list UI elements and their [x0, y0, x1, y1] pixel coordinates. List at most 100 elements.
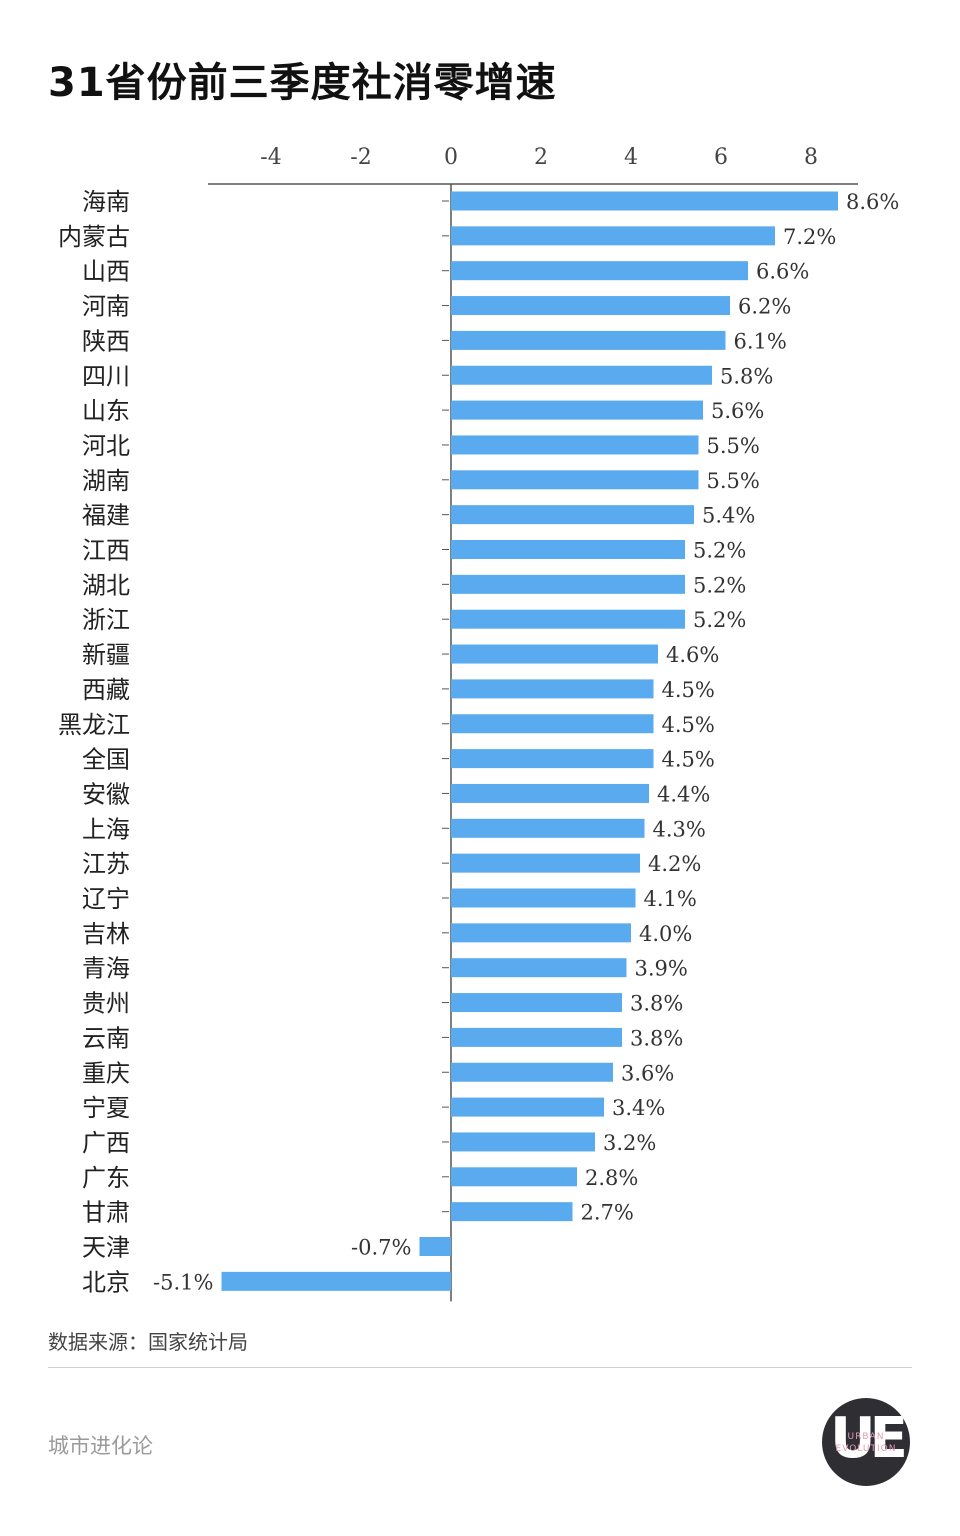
bar — [451, 958, 627, 978]
data-label: 4.2% — [648, 852, 701, 876]
data-label: 4.5% — [662, 713, 715, 737]
data-label: 5.4% — [702, 504, 755, 528]
brand-logo: UE URBAN EVOLUTION — [822, 1398, 910, 1486]
bar — [451, 574, 685, 594]
data-label: 4.4% — [657, 782, 710, 806]
bar — [451, 330, 726, 350]
category-label: 安徽 — [82, 780, 130, 808]
bar — [419, 1237, 451, 1256]
category-label: 江西 — [82, 537, 130, 565]
bar — [451, 400, 703, 420]
category-label: 广西 — [82, 1129, 130, 1157]
category-label: 福建 — [82, 502, 130, 530]
bar — [221, 1271, 451, 1291]
bar — [451, 540, 685, 559]
category-label: 黑龙江 — [58, 711, 130, 739]
x-tick-label: 0 — [444, 145, 458, 170]
data-label: 4.1% — [644, 887, 697, 911]
data-label: 3.2% — [603, 1131, 656, 1155]
category-label: 江苏 — [82, 850, 130, 878]
bar — [451, 679, 654, 699]
bar — [451, 749, 654, 769]
bar — [451, 644, 658, 664]
bar — [451, 470, 699, 490]
category-label: 海南 — [82, 188, 130, 216]
data-label: 5.2% — [693, 608, 746, 632]
bar — [451, 853, 640, 873]
logo-mark: UE — [830, 1406, 908, 1471]
data-label: 4.3% — [653, 817, 706, 841]
category-label: 云南 — [82, 1024, 130, 1052]
category-label: 西藏 — [82, 676, 130, 704]
data-label: 5.5% — [707, 469, 760, 493]
source-note: 数据来源：国家统计局 — [48, 1330, 248, 1354]
bar — [451, 609, 685, 629]
bar — [451, 1097, 604, 1117]
category-label: 天津 — [82, 1234, 130, 1262]
bar — [451, 993, 622, 1013]
data-label: 5.5% — [707, 434, 760, 458]
x-tick-label: 6 — [714, 145, 728, 170]
brand-name: 城市进化论 — [48, 1434, 153, 1458]
x-tick-label: 2 — [534, 145, 548, 170]
data-label: 2.7% — [581, 1201, 634, 1225]
bar — [451, 1027, 622, 1047]
category-label: 全国 — [82, 746, 130, 774]
category-labels: 海南内蒙古山西河南陕西四川山东河北湖南福建江西湖北浙江新疆西藏黑龙江全国安徽上海… — [58, 188, 130, 1296]
data-label: 6.6% — [756, 260, 809, 284]
bar — [451, 226, 775, 246]
data-label: 5.2% — [693, 573, 746, 597]
logo-text-2: EVOLUTION — [835, 1444, 897, 1454]
category-label: 河南 — [82, 293, 130, 321]
bar — [451, 505, 694, 525]
bar — [451, 435, 699, 455]
logo-text-1: URBAN — [847, 1432, 885, 1442]
data-label: 2.8% — [585, 1166, 638, 1190]
data-label: 4.0% — [639, 922, 692, 946]
bar-chart: -4 -2 0 2 4 6 8 海南内蒙古山西河南陕西四川山东河北湖南福建江西湖北浙江新疆西… — [58, 145, 899, 1302]
category-label: 湖南 — [82, 467, 130, 495]
category-label: 湖北 — [82, 571, 130, 599]
category-label: 重庆 — [82, 1059, 130, 1087]
category-label: 山西 — [82, 258, 130, 286]
x-tick-label: 4 — [624, 145, 638, 170]
data-label: 7.2% — [783, 225, 836, 249]
bar — [451, 191, 838, 211]
bar — [451, 261, 748, 281]
data-labels: 8.6% 7.2% 6.6% 6.2% 6.1% 5.8% 5.6% 5.5% 5.5% 5.4%… — [153, 190, 899, 1294]
x-tick-label: -2 — [350, 145, 371, 170]
data-label: 3.8% — [630, 1026, 683, 1050]
bar — [451, 888, 636, 908]
data-label: 5.8% — [720, 364, 773, 388]
bar — [451, 296, 730, 316]
data-label: 3.9% — [635, 957, 688, 981]
category-label: 内蒙古 — [58, 223, 130, 251]
x-tick-label: 8 — [804, 145, 818, 170]
page-title: 31省份前三季度社消零增速 — [48, 60, 557, 106]
bar — [451, 783, 649, 803]
data-label: 4.5% — [662, 748, 715, 772]
category-label: 四川 — [82, 362, 130, 390]
category-label: 河北 — [82, 432, 130, 460]
category-label: 上海 — [82, 815, 130, 843]
data-label: 4.6% — [666, 643, 719, 667]
data-label: 5.6% — [711, 399, 764, 423]
category-label: 宁夏 — [82, 1094, 130, 1122]
category-label: 吉林 — [82, 920, 130, 948]
bar — [451, 923, 631, 943]
bar — [451, 1062, 613, 1082]
data-label: 6.1% — [734, 329, 787, 353]
category-label: 贵州 — [82, 990, 130, 1018]
category-label: 辽宁 — [82, 885, 130, 913]
bars — [221, 191, 838, 1291]
category-label: 青海 — [82, 955, 130, 983]
category-label: 陕西 — [82, 327, 130, 355]
data-label: 3.6% — [621, 1061, 674, 1085]
bar — [451, 714, 654, 734]
data-label: 5.2% — [693, 539, 746, 563]
category-label: 甘肃 — [82, 1199, 130, 1227]
data-label: -0.7% — [351, 1236, 411, 1260]
category-label: 新疆 — [82, 641, 130, 669]
x-tick-label: -4 — [260, 145, 281, 170]
category-label: 浙江 — [82, 606, 130, 634]
